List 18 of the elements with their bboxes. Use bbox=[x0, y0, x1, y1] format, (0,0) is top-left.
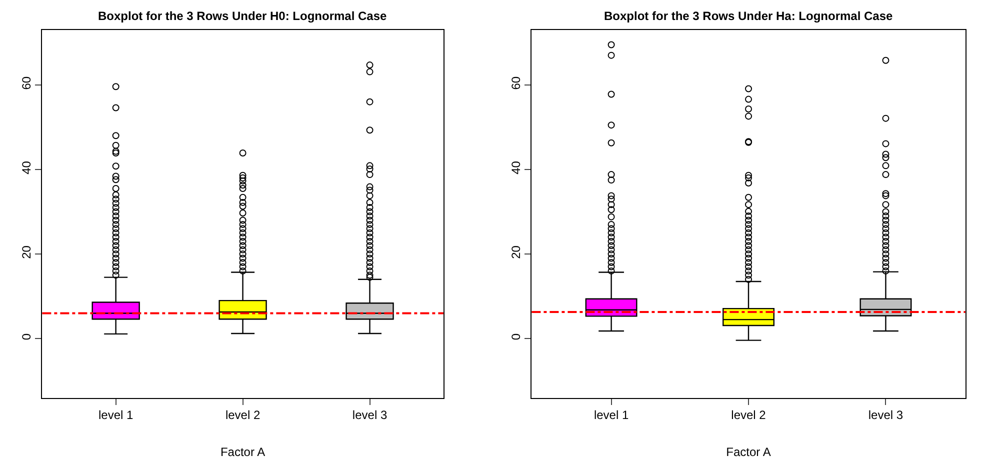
y-tick-label: 60 bbox=[508, 76, 523, 90]
y-tick-label: 60 bbox=[19, 76, 34, 90]
x-axis-title: Factor A bbox=[220, 445, 266, 460]
y-tick-label: 40 bbox=[508, 160, 523, 174]
y-tick-label: 0 bbox=[19, 333, 34, 340]
x-tick-label: level 3 bbox=[868, 408, 904, 422]
x-tick-label: level 2 bbox=[731, 408, 766, 422]
chart-title: Boxplot for the 3 Rows Under H0: Lognormal Case bbox=[98, 9, 388, 23]
x-tick-label: level 3 bbox=[352, 408, 388, 422]
y-tick-label: 20 bbox=[508, 245, 523, 259]
x-tick-label: level 1 bbox=[594, 408, 629, 422]
y-tick-label: 20 bbox=[19, 245, 34, 259]
x-axis-title: Factor A bbox=[726, 445, 771, 460]
x-tick-label: level 1 bbox=[98, 408, 134, 422]
y-tick-label: 40 bbox=[19, 160, 34, 174]
chart-title: Boxplot for the 3 Rows Under Ha: Lognormal Case bbox=[604, 9, 894, 23]
y-tick-label: 0 bbox=[508, 333, 523, 340]
x-tick-label: level 2 bbox=[225, 408, 260, 422]
